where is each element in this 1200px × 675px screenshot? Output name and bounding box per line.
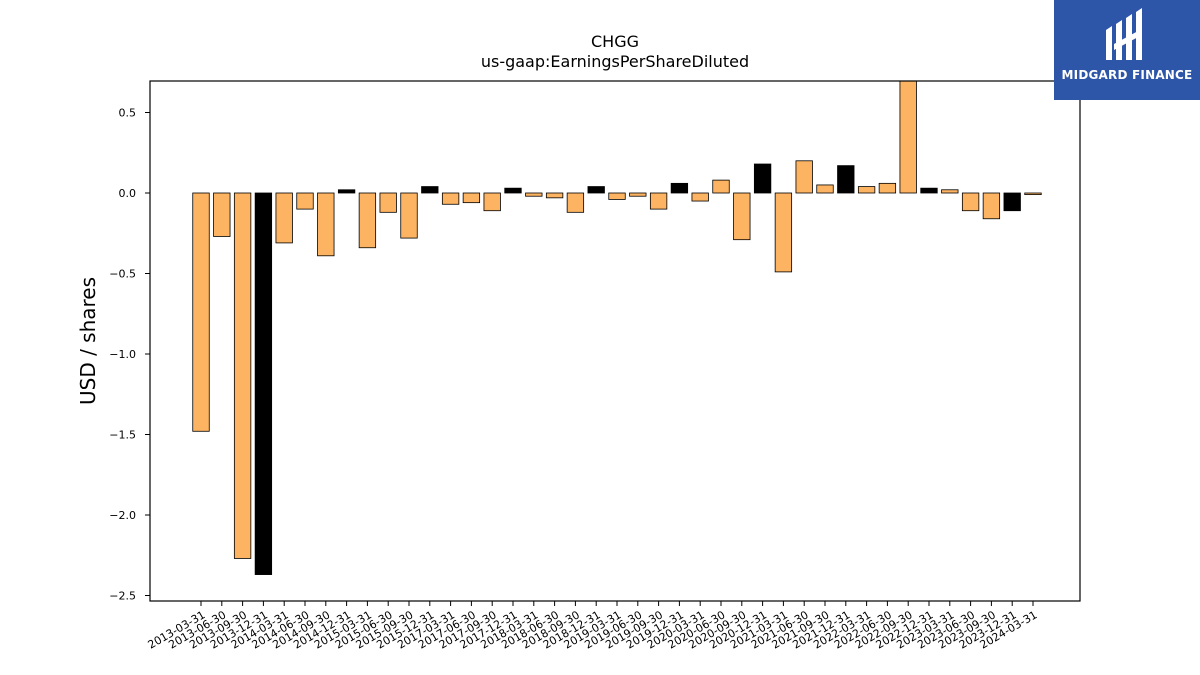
y-axis: 0.5 0.0 −0.5 −1.0 −1.5 −2.0 −2.5 [109,107,150,603]
bar-2013-06-30 [213,192,231,237]
bar-2015-06-30 [379,192,397,213]
bar-2019-06-30 [629,192,647,197]
midgard-finance-logo: MIDGARD FINANCE [1054,0,1200,100]
bar-2018-12-31 [587,186,605,194]
bar-2019-03-31 [608,192,626,200]
y-tick-label: −1.0 [109,348,136,361]
bar-2020-09-30 [733,192,751,241]
bar-2018-03-31 [525,192,543,197]
bar-2023-09-30 [982,192,1001,220]
bar-2013-03-31 [192,192,210,432]
bar-2021-12-31 [837,165,855,194]
bar-2021-06-30 [795,160,813,194]
bar-2015-09-30 [400,192,418,239]
plot-frame [149,80,1081,602]
bar-2021-09-30 [816,184,834,194]
bar-2018-09-30 [566,192,585,213]
logo-text: MIDGARD FINANCE [1061,68,1193,82]
y-tick-label: −2.0 [109,509,136,522]
bar-2013-09-30 [233,192,252,559]
y-axis-label: USD / shares [76,277,100,405]
bars-group [192,80,1042,575]
chart-title: CHGG [591,32,639,51]
bar-2015-03-31 [358,192,377,249]
bar-2024-03-31 [1024,192,1042,196]
bar-2014-06-30 [296,192,314,210]
chart-subtitle: us-gaap:EarningsPerShareDiluted [480,52,750,71]
bar-2022-12-31 [920,187,938,194]
bar-2023-03-31 [941,189,959,194]
midgard-logo-icon [1106,8,1142,60]
bar-2019-09-30 [649,192,668,210]
bar-2023-06-30 [961,192,980,212]
x-axis: 2013-03-312013-06-302013-09-302013-12-31… [146,601,1040,652]
bar-2013-12-31 [254,192,273,575]
y-tick-label: −2.5 [109,590,136,603]
bar-2020-12-31 [753,163,772,194]
bar-2022-06-30 [878,182,897,194]
bar-2017-03-31 [441,192,460,205]
y-tick-label: 0.5 [119,107,137,120]
y-tick-label: −1.5 [109,429,136,442]
bar-2014-03-31 [275,192,293,244]
bar-2018-06-30 [545,192,564,199]
bar-2022-03-31 [857,186,876,194]
y-tick-label: 0.0 [119,187,137,200]
bar-2014-12-31 [337,189,356,194]
bar-2015-12-31 [421,186,439,194]
bar-2020-06-30 [712,179,730,194]
bar-2017-09-30 [483,192,501,212]
y-tick-label: −0.5 [109,268,136,281]
bar-2022-09-30 [899,80,917,194]
bar-2021-03-31 [774,192,793,273]
bar-2014-09-30 [317,192,335,257]
bar-2023-12-31 [1003,192,1021,212]
bar-2017-06-30 [462,192,481,204]
bar-2020-03-31 [691,192,709,202]
bar-2017-12-31 [504,187,522,194]
bar-2019-12-31 [670,182,689,194]
